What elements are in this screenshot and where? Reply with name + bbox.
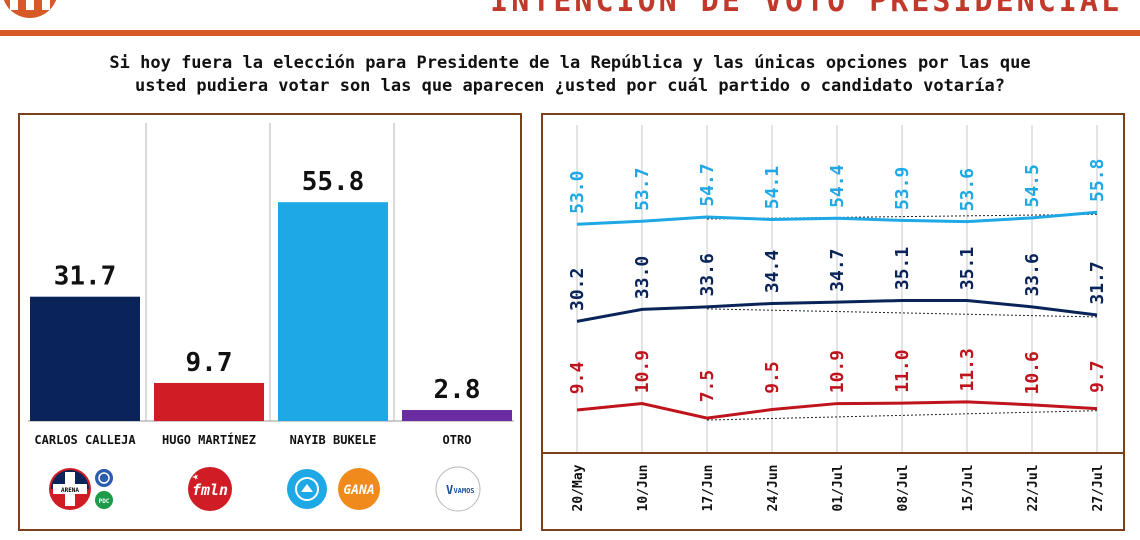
series-value-label: 54.1 (762, 166, 783, 209)
x-tick-label: 20/May (571, 464, 586, 511)
page-title: INTENCIÓN DE VOTO PRESIDENCIAL (490, 0, 1122, 19)
series-value-label: 10.6 (1022, 351, 1043, 394)
series-value-label: 9.7 (1087, 360, 1108, 393)
series-line-1 (576, 298, 1098, 323)
x-tick-label: 08/Jul (896, 465, 911, 512)
line-chart-panel: 20/May 10/Jun 17/Jun 24/Jun 01/Jul 08/Jul 15/J… (541, 113, 1125, 531)
bar-value-label: 2.8 (434, 375, 481, 405)
bar-category-label: OTRO (443, 433, 472, 447)
series-value-label: 33.0 (632, 256, 653, 299)
bar-chart-panel: 31.7 CARLOS CALLEJA 9.7 HUGO MARTÍNEZ 55.8 NA… (18, 113, 522, 531)
series-value-label: 53.9 (892, 167, 913, 210)
header-divider (0, 30, 1140, 36)
trend-line (706, 308, 1098, 318)
bar-value-label: 31.7 (54, 262, 117, 292)
vamos-logo-icon: V VAMOS (435, 466, 481, 512)
brand-logo (3, 0, 57, 18)
series-value-label: 11.0 (892, 349, 913, 392)
bukele-party-logos: GANA (276, 463, 392, 515)
gana-logo-text: GANA (343, 483, 374, 498)
arena-logo-text: ARENA (61, 487, 79, 494)
x-tick-label: 22/Jul (1026, 465, 1041, 512)
series-value-label: 30.2 (567, 268, 588, 311)
bar-chart: 31.7 CARLOS CALLEJA 9.7 HUGO MARTÍNEZ 55.8 NA… (28, 123, 514, 447)
x-tick-label: 27/Jul (1091, 465, 1106, 512)
svg-text:PDC: PDC (99, 498, 110, 505)
fmln-logo-icon: fmln (188, 467, 232, 511)
series-value-label: 35.1 (892, 247, 913, 290)
series-value-label: 10.9 (827, 350, 848, 393)
x-tick-label: 01/Jul (831, 465, 846, 512)
x-tick-label: 17/Jun (701, 465, 716, 512)
series-value-label: 53.0 (567, 171, 588, 214)
series-value-label: 34.7 (827, 248, 848, 291)
pdc-logo-icon: PDC (95, 491, 113, 509)
question-line-2: usted pudiera votar son las que aparecen… (135, 76, 1005, 96)
series-value-label: 31.7 (1087, 261, 1108, 304)
survey-question: Si hoy fuera la elección para Presidente… (20, 52, 1120, 98)
cd-logo-icon (287, 469, 327, 509)
series-value-label: 35.1 (957, 247, 978, 290)
series-value-label: 55.8 (1087, 159, 1108, 202)
series-value-label: 54.4 (827, 164, 848, 208)
series-value-label: 33.6 (1022, 253, 1043, 296)
bar-value-label: 9.7 (186, 348, 233, 378)
bar-2 (278, 202, 388, 421)
bar-category-label: NAYIB BUKELE (290, 433, 377, 447)
series-value-label: 53.7 (632, 168, 653, 211)
calleja-party-logos: ARENA PDC (28, 463, 144, 515)
bar-0 (30, 296, 140, 421)
arena-logo-icon: ARENA (49, 468, 91, 510)
line-chart: 20/May 10/Jun 17/Jun 24/Jun 01/Jul 08/Jul 15/J… (543, 125, 1123, 512)
bar-value-label: 55.8 (302, 167, 365, 197)
series-value-label: 9.5 (762, 361, 783, 394)
series-value-label: 7.5 (697, 370, 718, 403)
series-value-label: 34.4 (762, 250, 783, 294)
series-value-label: 54.7 (697, 163, 718, 206)
series-value-label: 11.3 (957, 348, 978, 391)
question-line-1: Si hoy fuera la elección para Presidente… (109, 53, 1031, 73)
vamos-logo-text: VAMOS (453, 487, 474, 495)
bar-category-label: HUGO MARTÍNEZ (162, 432, 256, 447)
otro-party-logos: V VAMOS (400, 463, 516, 515)
martinez-party-logos: fmln (152, 463, 268, 515)
fmln-logo-text: fmln (192, 481, 228, 499)
gana-logo-icon: GANA (338, 468, 380, 510)
bar-category-label: CARLOS CALLEJA (34, 433, 136, 447)
series-line-0 (576, 210, 1098, 226)
series-value-label: 9.4 (567, 362, 588, 395)
x-tick-label: 24/Jun (766, 465, 781, 512)
bar-1 (154, 382, 264, 421)
x-tick-label: 15/Jul (961, 465, 976, 512)
trend-line (706, 410, 1098, 421)
series-line-2 (576, 400, 1098, 420)
series-value-label: 33.6 (697, 253, 718, 296)
series-value-label: 10.9 (632, 350, 653, 393)
bar-3 (402, 410, 512, 421)
x-tick-label: 10/Jun (636, 465, 651, 512)
series-value-label: 53.6 (957, 168, 978, 211)
series-value-label: 54.5 (1022, 164, 1043, 207)
pcn-logo-icon (95, 469, 113, 487)
svg-text:V: V (446, 483, 453, 497)
